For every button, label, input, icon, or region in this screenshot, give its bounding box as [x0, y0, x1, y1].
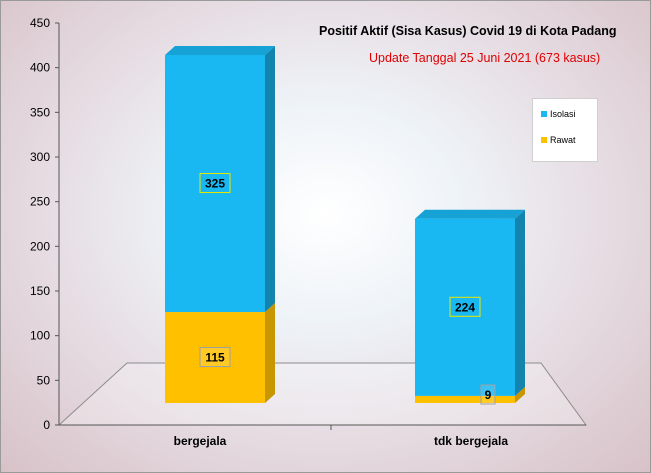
legend-label-rawat: Rawat	[550, 135, 576, 145]
bar-rawat-side	[515, 386, 525, 403]
y-tick-label: 300	[30, 150, 50, 164]
y-tick-label: 50	[37, 373, 51, 387]
legend-item-rawat: Rawat	[541, 135, 576, 145]
data-label-box-rawat	[480, 384, 496, 405]
y-tick-label: 250	[30, 195, 50, 209]
chart-title: Positif Aktif (Sisa Kasus) Covid 19 di K…	[319, 24, 617, 38]
legend-swatch-rawat	[541, 137, 547, 143]
bar-rawat-side	[265, 303, 275, 403]
data-label-box-isolasi	[449, 296, 481, 317]
legend-label-isolasi: Isolasi	[550, 109, 576, 119]
y-tick-label: 200	[30, 239, 50, 253]
bar-rawat	[415, 395, 515, 403]
legend-item-isolasi: Isolasi	[541, 109, 576, 119]
y-tick-label: 450	[30, 16, 50, 30]
y-tick-label: 100	[30, 329, 50, 343]
data-label-box-isolasi	[199, 173, 231, 194]
bar-isolasi-side	[265, 46, 275, 313]
legend: Isolasi Rawat	[532, 98, 598, 162]
bar-rawat	[165, 312, 265, 403]
x-tick-label: bergejala	[174, 434, 227, 448]
bar-top-face	[415, 209, 525, 219]
data-label-isolasi: 325	[205, 177, 225, 191]
data-label-rawat: 9	[485, 388, 492, 402]
y-tick-label: 350	[30, 105, 50, 119]
data-label-rawat: 115	[205, 351, 225, 365]
chart-subtitle: Update Tanggal 25 Juni 2021 (673 kasus)	[369, 51, 601, 65]
data-label-box-rawat	[199, 347, 231, 368]
legend-swatch-isolasi	[541, 111, 547, 117]
data-label-isolasi: 224	[455, 300, 475, 314]
bar-top-face	[165, 46, 275, 55]
bar-isolasi-side	[515, 209, 525, 396]
x-tick-label: tdk bergejala	[434, 434, 508, 448]
y-tick-label: 150	[30, 284, 50, 298]
y-tick-label: 400	[30, 61, 50, 75]
y-tick-label: 0	[43, 418, 50, 432]
